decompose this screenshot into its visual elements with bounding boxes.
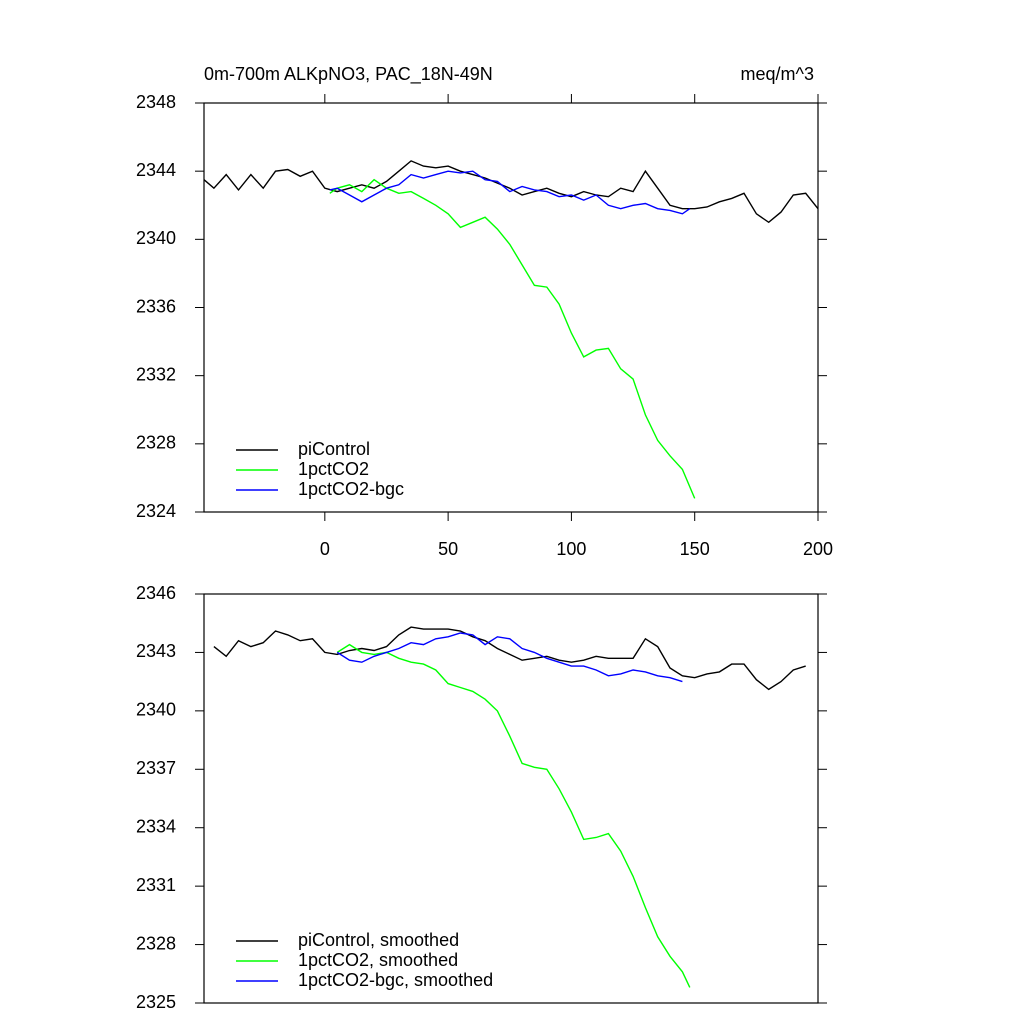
series-line xyxy=(336,643,691,988)
x-tick-label: 150 xyxy=(680,539,710,559)
series-line xyxy=(336,632,683,683)
legend-label: 1pctCO2-bgc xyxy=(298,479,404,499)
y-tick-label: 2325 xyxy=(136,992,176,1012)
y-tick-label: 2340 xyxy=(136,228,176,248)
y-tick-label: 2328 xyxy=(136,433,176,453)
y-tick-label: 2336 xyxy=(136,296,176,316)
x-tick-label: 0 xyxy=(320,539,330,559)
legend-label: 1pctCO2 xyxy=(298,459,369,479)
x-tick-label: 100 xyxy=(556,539,586,559)
series-line xyxy=(203,160,819,224)
y-tick-label: 2332 xyxy=(136,364,176,384)
series-line xyxy=(329,170,691,215)
series-line xyxy=(329,178,696,499)
units-label: meq/m^3 xyxy=(741,64,814,84)
plot-frame xyxy=(203,102,819,513)
y-tick-label: 2344 xyxy=(136,160,176,180)
legend-label: 1pctCO2, smoothed xyxy=(298,950,458,970)
chart-title: 0m-700m ALKpNO3, PAC_18N-49N xyxy=(204,64,493,85)
y-tick-label: 2324 xyxy=(136,501,176,521)
x-tick-label: 200 xyxy=(803,539,833,559)
legend-label: 1pctCO2-bgc, smoothed xyxy=(298,970,493,990)
y-tick-label: 2334 xyxy=(136,816,176,836)
legend-label: piControl, smoothed xyxy=(298,930,459,950)
x-tick-label: 50 xyxy=(438,539,458,559)
y-tick-label: 2331 xyxy=(136,875,176,895)
legend-label: piControl xyxy=(298,439,370,459)
y-tick-label: 2328 xyxy=(136,933,176,953)
y-tick-label: 2343 xyxy=(136,641,176,661)
plot-frame xyxy=(203,593,819,1004)
y-tick-label: 2346 xyxy=(136,583,176,603)
y-tick-label: 2337 xyxy=(136,758,176,778)
series-line xyxy=(213,626,806,691)
y-tick-label: 2340 xyxy=(136,700,176,720)
y-tick-label: 2348 xyxy=(136,92,176,112)
